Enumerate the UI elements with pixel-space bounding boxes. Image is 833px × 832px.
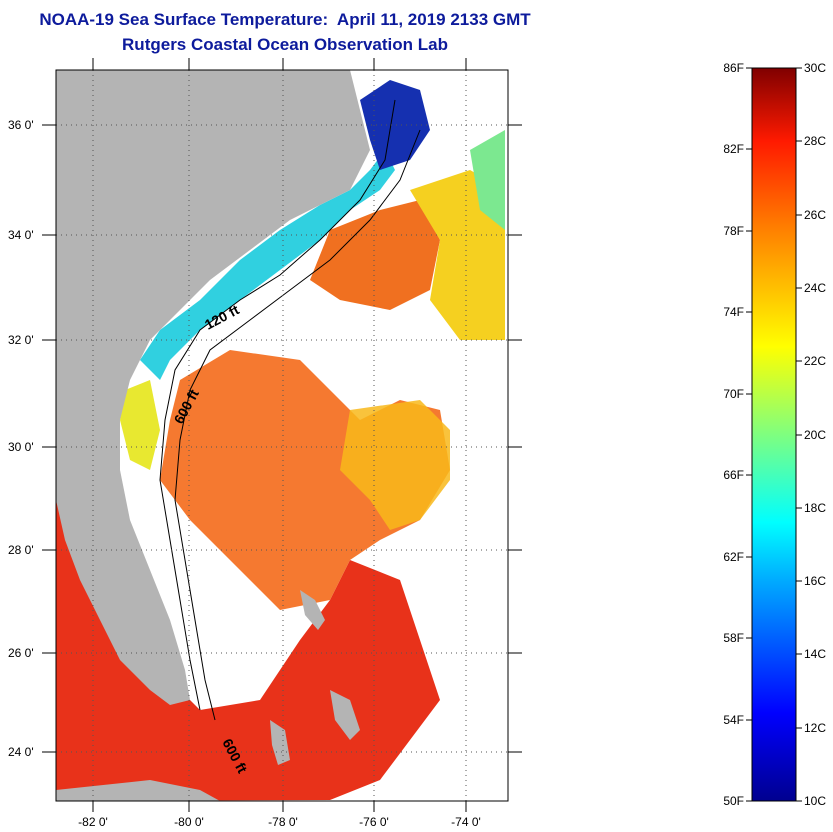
lat-label: 32 0' [8, 333, 34, 347]
lon-label: -80 0' [174, 815, 204, 829]
map-ticks [42, 58, 522, 812]
lon-label: -82 0' [78, 815, 108, 829]
scale-label-f: 50F [723, 794, 744, 808]
lon-label: -78 0' [268, 815, 298, 829]
scale-label-f: 86F [723, 61, 744, 75]
scale-label-c: 12C [804, 721, 826, 735]
scale-label-f: 74F [723, 305, 744, 319]
scale-label-f: 58F [723, 631, 744, 645]
sst-yellow-central [340, 400, 450, 530]
sst-yellow-northeast [410, 170, 505, 340]
scale-label-f: 62F [723, 550, 744, 564]
scale-label-f: 54F [723, 713, 744, 727]
scale-label-f: 66F [723, 468, 744, 482]
scale-label-f: 70F [723, 387, 744, 401]
scale-label-f: 82F [723, 142, 744, 156]
sst-yellow-shelf [120, 380, 160, 470]
scale-label-f: 78F [723, 224, 744, 238]
lat-label: 26 0' [8, 646, 34, 660]
lon-label: -74 0' [451, 815, 481, 829]
scale-label-c: 28C [804, 134, 826, 148]
sst-cool-shelf [140, 150, 395, 380]
sst-gulf-stream-north [310, 200, 440, 310]
color-scale-bar [751, 67, 797, 802]
map-frame [55, 69, 509, 802]
scale-label-c: 20C [804, 428, 826, 442]
scale-label-c: 14C [804, 647, 826, 661]
scale-label-c: 24C [804, 281, 826, 295]
lat-label: 28 0' [8, 543, 34, 557]
scale-label-c: 16C [804, 574, 826, 588]
scale-label-c: 30C [804, 61, 826, 75]
contour-600ft [174, 129, 421, 721]
scale-label-c: 18C [804, 501, 826, 515]
scale-label-c: 10C [804, 794, 826, 808]
lat-label: 30 0' [8, 440, 34, 454]
colorbar-ticks [746, 67, 802, 802]
contour-120ft [159, 99, 396, 711]
lat-label: 24 0' [8, 745, 34, 759]
land-southeast-us [56, 70, 370, 705]
map-title: NOAA-19 Sea Surface Temperature: April 1… [39, 10, 531, 29]
scale-label-c: 22C [804, 354, 826, 368]
scale-label-c: 26C [804, 208, 826, 222]
map-subtitle: Rutgers Coastal Ocean Observation Lab [122, 35, 448, 54]
land-cuba [56, 780, 220, 801]
lon-label: -76 0' [359, 815, 389, 829]
lat-label: 34 0' [8, 228, 34, 242]
lat-label: 36 0' [8, 118, 34, 132]
graticule [56, 70, 508, 801]
sst-green-northeast [470, 130, 505, 230]
land-bahamas [270, 590, 360, 765]
